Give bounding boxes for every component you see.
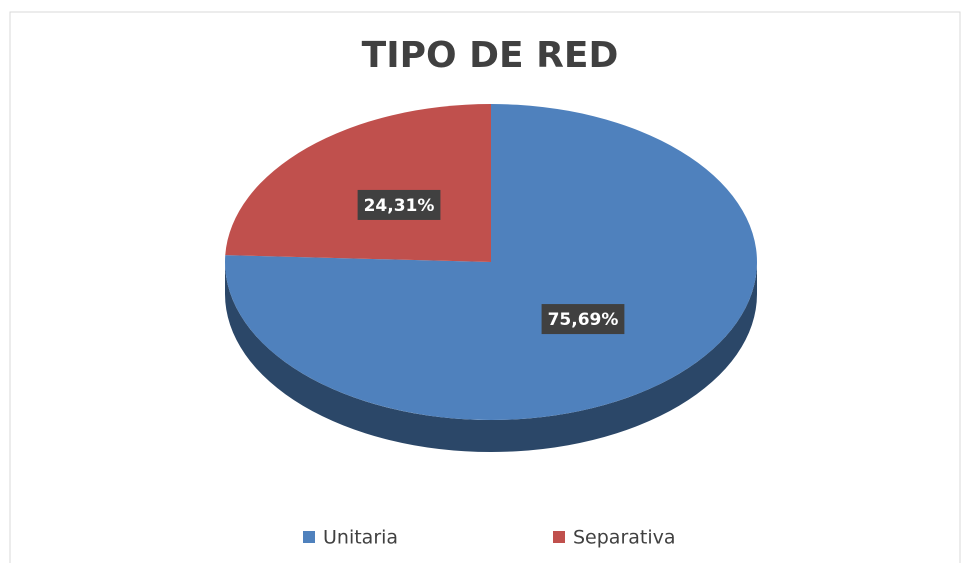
data-label-bg <box>541 304 625 335</box>
data-label: 75,69% <box>548 310 619 330</box>
legend-label: Separativa <box>573 527 676 549</box>
legend-swatch <box>303 531 315 543</box>
pie-slice-side <box>225 262 757 452</box>
chart-title: TIPO DE RED <box>362 35 619 76</box>
data-label-bg <box>357 189 441 220</box>
legend-label: Unitaria <box>323 527 398 549</box>
legend-swatch <box>553 531 565 543</box>
data-label: 24,31% <box>364 196 435 216</box>
data-label-group: 75,69% <box>541 304 625 335</box>
data-label-group: 24,31% <box>357 189 441 220</box>
pie-slice <box>225 104 491 262</box>
